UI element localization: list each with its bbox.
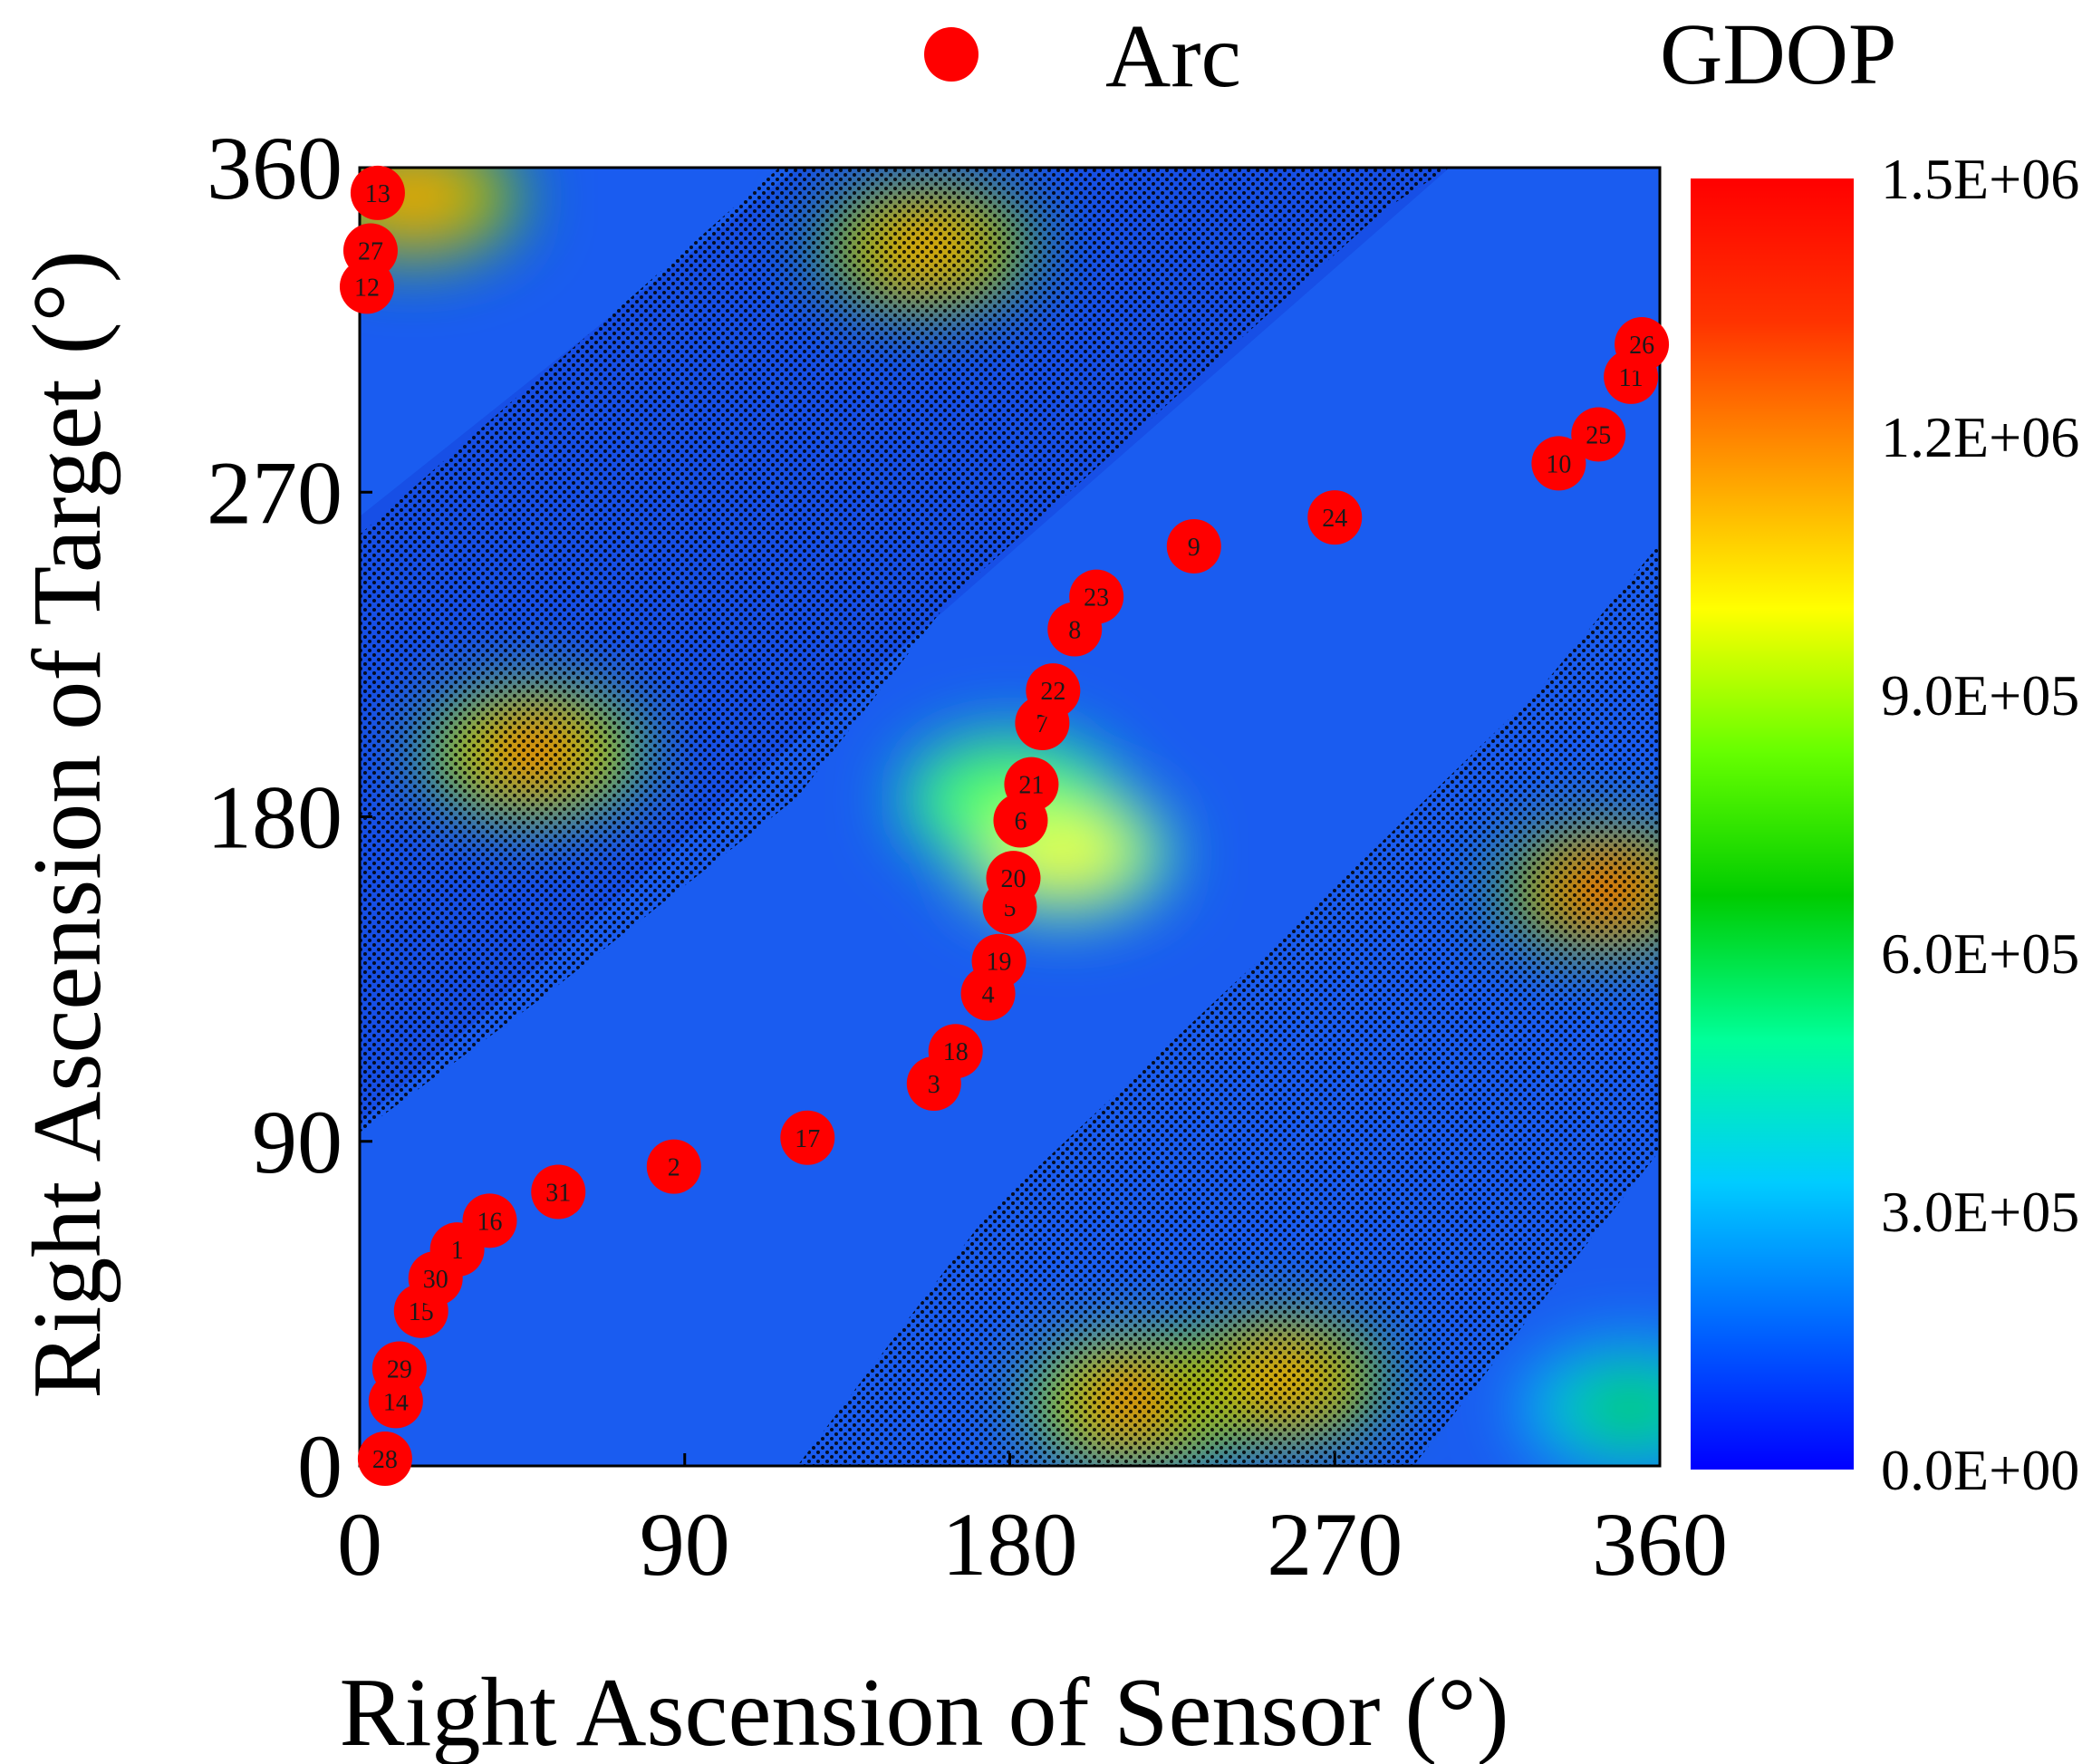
arc-point-label-16: 16 [477, 1208, 503, 1236]
colorbar-tick-label-2: 6.0E+05 [1881, 921, 2079, 986]
colorbar [1691, 178, 1854, 1470]
x-tick-label-180: 180 [942, 1494, 1078, 1595]
y-tick-label-180: 180 [207, 767, 342, 868]
arc-point-label-10: 10 [1546, 450, 1571, 478]
colorbar-tick-label-0: 0.0E+00 [1881, 1438, 2079, 1502]
arc-point-20 [986, 851, 1041, 906]
arc-point-21 [1004, 757, 1059, 812]
y-tick-label-270: 270 [207, 442, 342, 543]
arc-point-label-19: 19 [987, 949, 1012, 977]
visibility-band-upper-left [360, 168, 1450, 1133]
arc-point-31 [531, 1164, 586, 1219]
arc-point-27 [342, 223, 398, 278]
arc-point-label-24: 24 [1322, 505, 1347, 533]
arc-point-2 [646, 1139, 701, 1194]
arc-point-label-20: 20 [1000, 865, 1026, 893]
arc-point-label-12: 12 [354, 274, 380, 302]
colorbar-tick-label-1: 3.0E+05 [1881, 1180, 2079, 1244]
arc-point-label-8: 8 [1068, 617, 1081, 645]
arc-point-26 [1615, 317, 1670, 372]
arc-points: 1234567891011121314151617181920212223242… [339, 165, 1670, 1487]
arc-point-9 [1166, 518, 1221, 574]
visibility-band-lower-right [797, 544, 1660, 1466]
legend-arc-label: Arc [1105, 5, 1241, 106]
arc-point-label-28: 28 [372, 1446, 398, 1474]
arc-point-label-22: 22 [1040, 678, 1065, 706]
arc-point-label-29: 29 [387, 1356, 412, 1384]
arc-point-label-25: 25 [1586, 422, 1611, 450]
y-tick-label-0: 0 [297, 1416, 342, 1517]
x-tick-label-270: 270 [1267, 1494, 1403, 1595]
arc-point-label-23: 23 [1084, 584, 1109, 612]
arc-point-label-2: 2 [668, 1154, 680, 1182]
x-tick-label-90: 90 [640, 1494, 730, 1595]
arc-point-13 [350, 165, 405, 220]
x-axis: 0 90 180 270 360 [337, 1453, 1728, 1595]
arc-point-label-1: 1 [451, 1237, 464, 1265]
arc-point-label-26: 26 [1629, 332, 1654, 360]
arc-point-label-13: 13 [365, 180, 390, 208]
y-axis-label: Right Ascension of Target (°) [14, 250, 121, 1398]
colorbar-ticks: 0.0E+00 3.0E+05 6.0E+05 9.0E+05 1.2E+06 1.5E+… [1881, 147, 2079, 1502]
colorbar-tick-label-4: 1.2E+06 [1881, 405, 2079, 469]
arc-point-10 [1531, 436, 1586, 491]
arc-point-label-9: 9 [1188, 534, 1200, 562]
y-tick-label-90: 90 [252, 1092, 342, 1192]
arc-point-label-4: 4 [982, 981, 995, 1009]
arc-point-label-21: 21 [1018, 772, 1044, 800]
x-tick-label-0: 0 [337, 1494, 382, 1595]
arc-point-19 [971, 933, 1027, 988]
arc-point-25 [1571, 407, 1626, 462]
y-tick-label-360: 360 [207, 118, 342, 218]
y-axis: 0 90 180 270 360 [207, 118, 372, 1517]
legend-marker [924, 27, 979, 82]
arc-point-17 [780, 1110, 835, 1165]
arc-point-18 [928, 1024, 983, 1079]
x-tick-label-360: 360 [1592, 1494, 1728, 1595]
arc-point-23 [1069, 569, 1124, 624]
arc-point-16 [462, 1193, 517, 1248]
colorbar-tick-label-5: 1.5E+06 [1881, 147, 2079, 211]
colorbar-title: GDOP [1660, 5, 1896, 102]
arc-point-label-17: 17 [795, 1125, 820, 1153]
arc-point-29 [371, 1341, 427, 1396]
arc-point-label-30: 30 [423, 1266, 448, 1294]
arc-point-label-7: 7 [1036, 710, 1048, 738]
arc-point-28 [357, 1431, 412, 1487]
arc-point-label-6: 6 [1014, 807, 1027, 835]
hotspot-core-8 [1558, 1372, 1660, 1445]
arc-point-24 [1307, 490, 1363, 545]
arc-point-30 [408, 1251, 463, 1306]
arc-point-label-18: 18 [943, 1038, 969, 1066]
arc-point-label-27: 27 [358, 238, 383, 266]
arc-point-label-3: 3 [928, 1071, 940, 1099]
arc-point-22 [1026, 663, 1081, 718]
colorbar-tick-label-3: 9.0E+05 [1881, 663, 2079, 728]
x-axis-label: Right Ascension of Sensor (°) [339, 1659, 1509, 1764]
arc-point-label-31: 31 [545, 1179, 571, 1207]
